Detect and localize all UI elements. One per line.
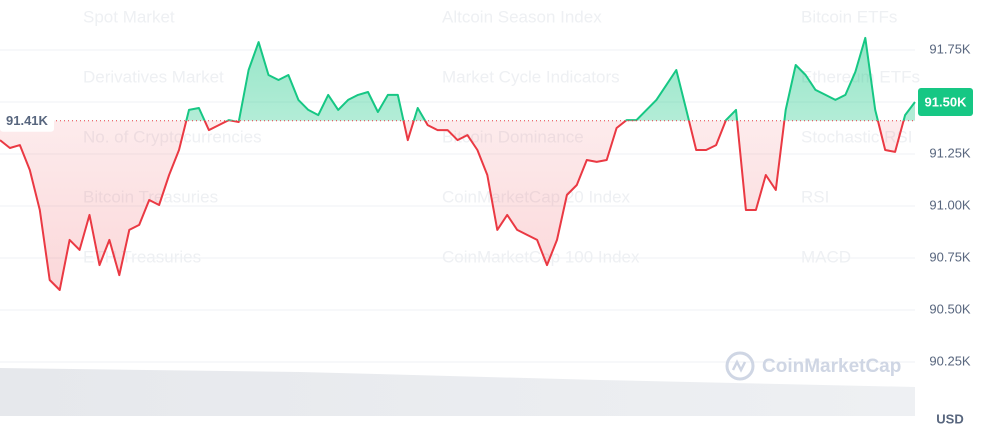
y-tick-label: 90.50K — [929, 301, 971, 316]
line-down — [0, 120, 905, 291]
y-tick-label: 91.75K — [929, 41, 971, 56]
background-text: Market Cycle Indicators — [442, 67, 620, 86]
background-text: Spot Market — [83, 7, 175, 26]
background-text: Derivatives Market — [83, 67, 224, 86]
background-text: MACD — [801, 247, 851, 266]
background-text: Altcoin Season Index — [442, 7, 602, 26]
background-text: RSI — [801, 187, 829, 206]
area-up — [0, 37, 915, 121]
current-price-badge — [918, 88, 973, 116]
baseline-label-bg — [0, 109, 54, 132]
baseline-label: 91.41K — [6, 113, 49, 128]
y-tick-label: 91.25K — [929, 145, 971, 160]
current-price-label: 91.50K — [925, 94, 968, 109]
volume-area — [0, 368, 915, 416]
background-text: CoinMarketCap 100 Index — [442, 247, 640, 266]
unit-label: USD — [936, 411, 963, 426]
background-text: Bitcoin ETFs — [801, 7, 897, 26]
y-tick-label: 91.00K — [929, 197, 971, 212]
y-tick-label: 90.75K — [929, 249, 971, 264]
area-down — [0, 120, 904, 290]
watermark-text: CoinMarketCap — [762, 356, 901, 377]
watermark: CoinMarketCap — [725, 351, 901, 381]
y-tick-label: 90.25K — [929, 353, 971, 368]
